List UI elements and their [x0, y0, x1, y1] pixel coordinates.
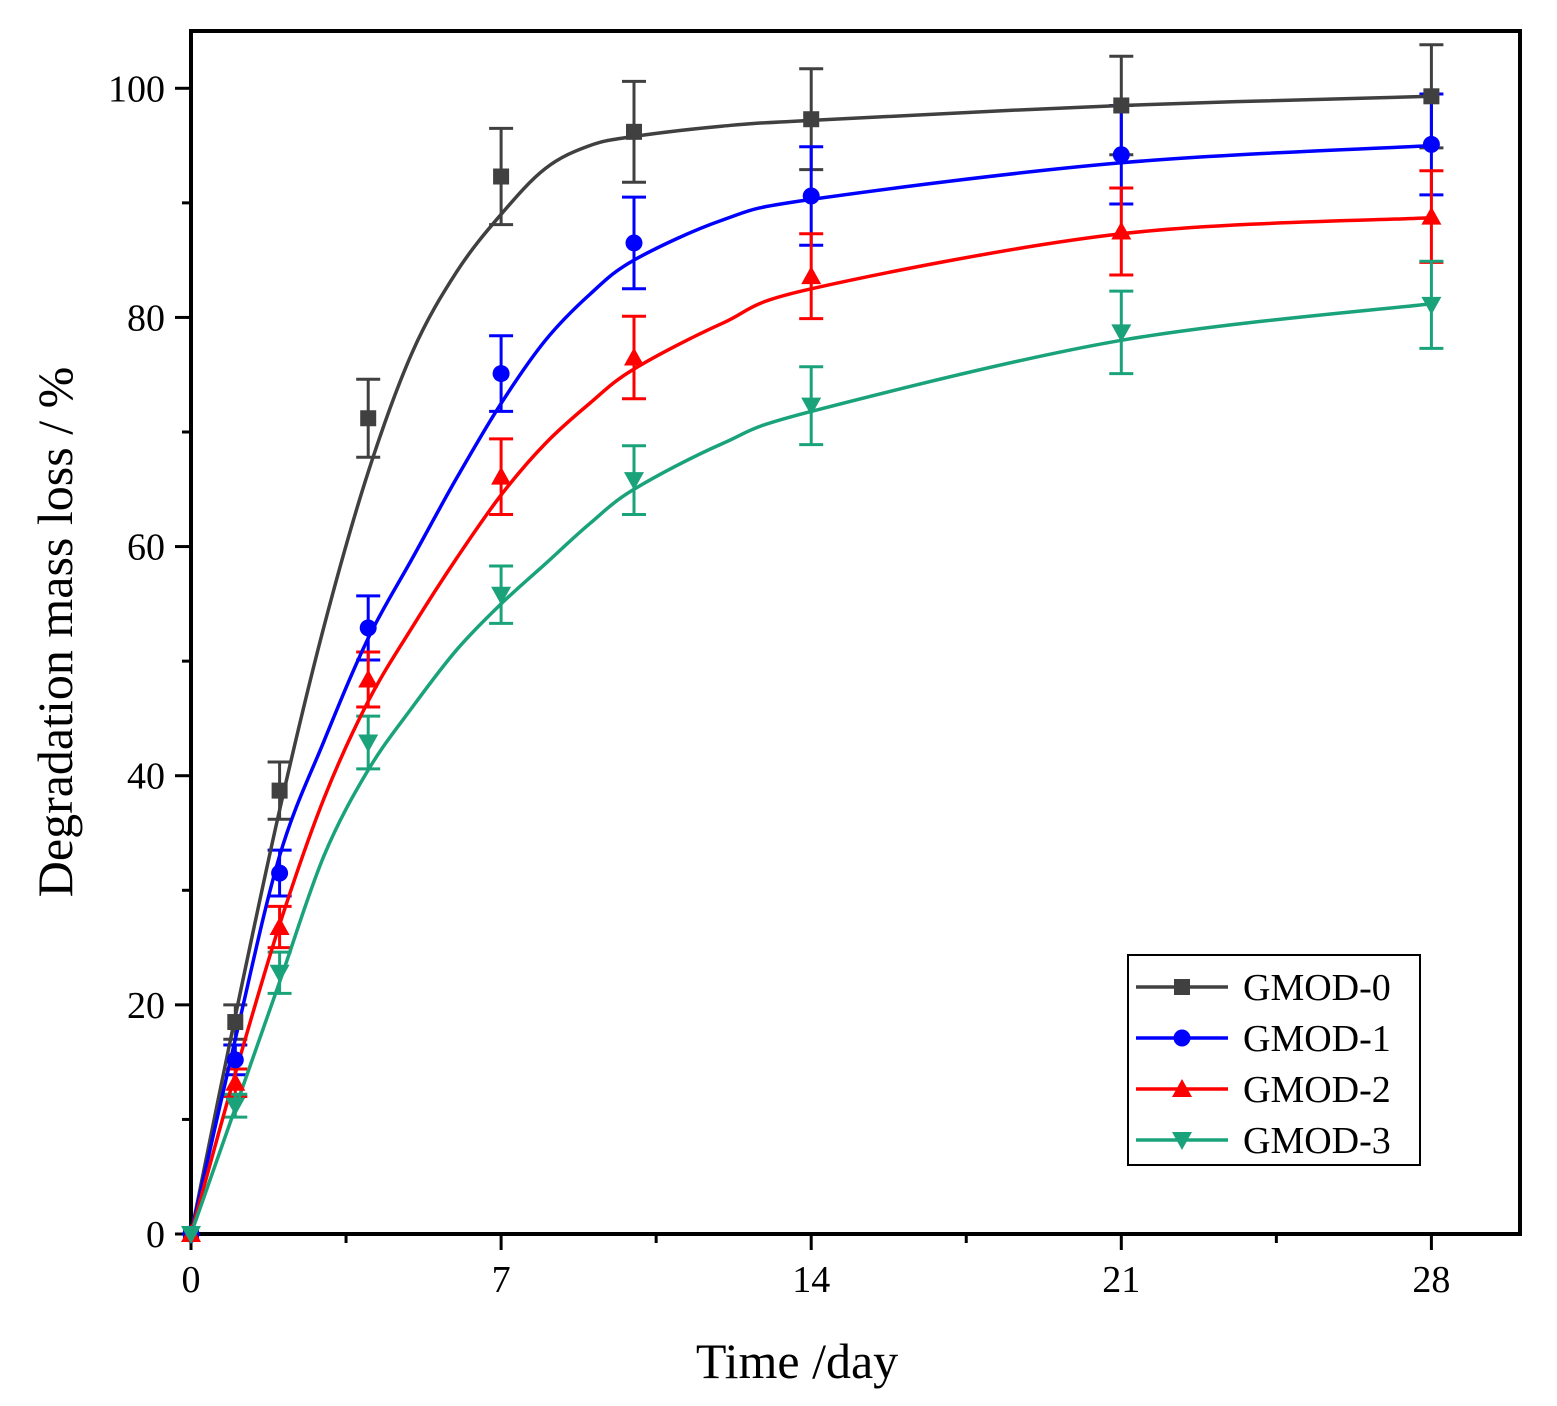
data-point	[358, 669, 379, 688]
data-point	[1111, 221, 1132, 240]
y-tick-label: 80	[127, 297, 165, 339]
axes: 0 7 14 21 28 0 20 40 60 80 100	[108, 29, 1522, 1301]
data-point	[624, 472, 644, 491]
legend: GMOD-0 GMOD-1 GMOD-2 GMOD-3	[1127, 954, 1421, 1166]
data-point	[801, 266, 822, 285]
data-point	[360, 410, 377, 427]
data-point	[626, 123, 642, 140]
y-tick-label: 100	[108, 68, 165, 110]
x-tick-label: 0	[182, 1259, 201, 1301]
y-tick-label: 40	[127, 756, 165, 798]
data-point	[226, 1051, 244, 1069]
data-point	[358, 734, 379, 753]
data-point	[625, 234, 643, 252]
data-point	[491, 586, 512, 605]
legend-label: GMOD-2	[1243, 1069, 1391, 1111]
data-point	[227, 1014, 244, 1031]
fit-curve-gmod-0	[189, 94, 1432, 1235]
data-point	[1111, 324, 1132, 343]
data-point	[1113, 97, 1130, 114]
y-tick-label: 0	[146, 1214, 165, 1256]
data-point	[225, 1097, 246, 1116]
fit-curve-gmod-1	[189, 143, 1432, 1235]
data-point	[491, 466, 512, 485]
data-point	[624, 347, 644, 366]
data-point	[1423, 88, 1440, 105]
data-point	[269, 916, 290, 935]
y-tick-label: 20	[127, 985, 165, 1027]
y-axis-title: Degradation mass loss / %	[27, 367, 83, 897]
legend-label: GMOD-1	[1243, 1018, 1391, 1060]
data-point	[181, 1226, 201, 1244]
legend-marker	[1173, 1029, 1191, 1047]
data-point	[359, 619, 377, 637]
data-point	[1112, 146, 1130, 164]
legend-label: GMOD-0	[1243, 967, 1391, 1009]
x-axis-title: Time /day	[696, 1333, 898, 1389]
legend-label: GMOD-3	[1243, 1120, 1391, 1162]
x-tick-label: 7	[492, 1259, 511, 1301]
data-point	[271, 864, 289, 882]
legend-marker	[1172, 1079, 1192, 1097]
data-point	[1422, 135, 1440, 153]
data-point	[269, 964, 290, 983]
data-point	[225, 1072, 246, 1091]
data-point	[801, 397, 822, 416]
data-point	[1421, 206, 1442, 225]
legend-marker	[1174, 979, 1190, 995]
legend-marker	[1172, 1132, 1192, 1150]
x-tick-label: 14	[792, 1259, 830, 1301]
data-markers	[181, 88, 1442, 1244]
data-point	[492, 365, 510, 383]
data-point	[493, 168, 510, 185]
data-point	[1421, 296, 1442, 315]
data-point	[802, 187, 820, 205]
x-tick-label: 21	[1102, 1259, 1140, 1301]
y-tick-label: 60	[127, 527, 165, 569]
data-point	[803, 111, 820, 128]
data-point	[271, 782, 288, 799]
plot-frame	[189, 29, 1522, 1236]
x-tick-label: 28	[1412, 1259, 1450, 1301]
